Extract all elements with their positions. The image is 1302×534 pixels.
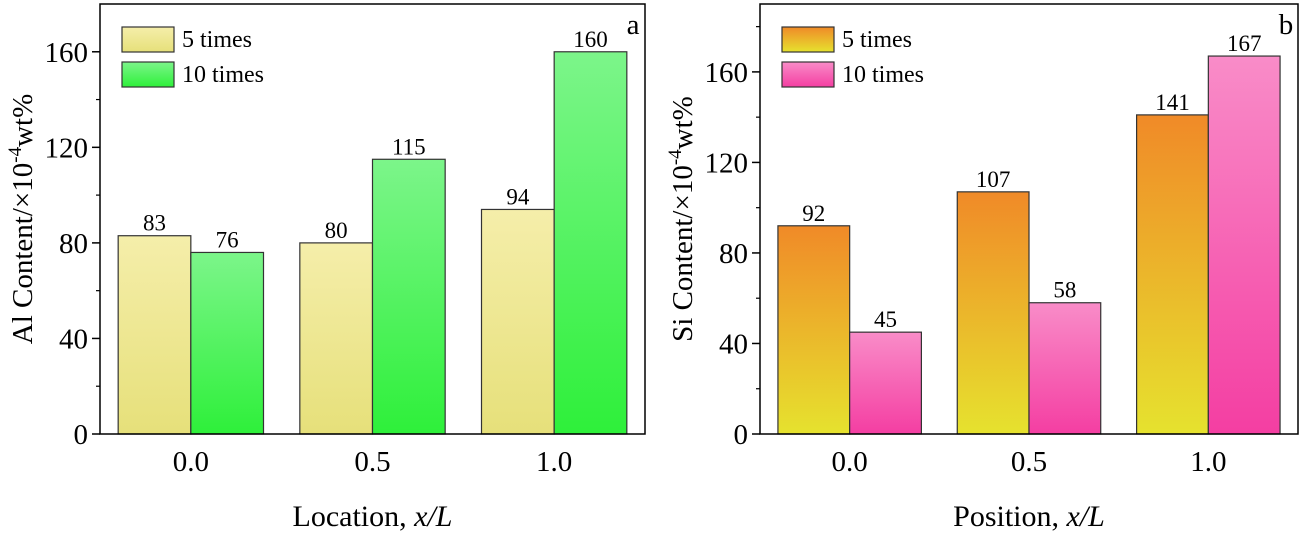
bar-b-s0-c2 [1135, 114, 1209, 435]
y-tick-label: 0 [734, 419, 749, 451]
data-label: 92 [802, 201, 825, 226]
legend-swatch [781, 26, 835, 53]
x-tick-label: 1.0 [536, 446, 572, 478]
x-axis-label-text: Position, [953, 500, 1066, 533]
bar-b-s1-c1 [1028, 302, 1102, 435]
y-tick-label: 80 [719, 238, 748, 270]
legend-swatch [121, 26, 175, 53]
chart-panel-a: 83 80 94 76 115 160 0 40 80 120 160 0.0 0.5 1.0 Locati… [5, 3, 646, 533]
bar-b-s1-c2 [1207, 55, 1281, 435]
y-axis-label-text: Si Content/×10 [667, 165, 699, 342]
x-axis: 0.0 0.5 1.0 [832, 446, 1227, 478]
legend-swatch [781, 61, 835, 88]
data-label: 58 [1053, 278, 1076, 303]
x-tick-label: 0.0 [173, 446, 209, 478]
y-axis-label: Al Content/×10-4wt% [5, 94, 39, 345]
bars: 83 80 94 76 115 160 [117, 27, 628, 435]
data-label: 167 [1227, 31, 1262, 56]
x-axis-label-variable: x/L [413, 500, 452, 533]
data-label: 45 [874, 307, 897, 332]
y-axis: 0 40 80 120 160 [45, 37, 100, 451]
bar-b-s0-c1 [956, 191, 1030, 435]
panel-label: a [627, 9, 640, 41]
legend-swatch [121, 61, 175, 88]
x-axis-label-variable: x/L [1066, 500, 1105, 533]
axes-frame [99, 3, 646, 435]
data-label: 160 [573, 27, 608, 52]
x-tick-label: 0.0 [832, 446, 868, 478]
x-axis-label: Location, x/L [293, 500, 453, 533]
bar-a-s0-c0 [117, 235, 192, 435]
legend-label: 10 times [182, 62, 264, 88]
panel-label: b [1279, 9, 1294, 41]
bar-a-s1-c2 [553, 51, 628, 435]
chart-panel-b: 92 107 141 45 58 167 0 40 80 120 160 0.0 0.5 1.0 Posit… [665, 3, 1299, 533]
legend: 5 times 10 times [121, 26, 264, 88]
data-label: 76 [216, 227, 239, 252]
y-tick-label: 120 [45, 132, 89, 164]
y-axis: 0 40 80 120 160 [705, 26, 760, 451]
data-label: 115 [392, 134, 426, 159]
bar-a-s1-c1 [371, 158, 446, 435]
y-axis-label-exponent: -4 [665, 149, 686, 165]
x-axis-label-text: Location, [293, 500, 415, 533]
y-axis-label-exponent: -4 [5, 146, 26, 162]
legend: 5 times 10 times [781, 26, 924, 88]
data-label: 80 [325, 218, 348, 243]
bar-a-s1-c0 [190, 251, 265, 435]
x-axis-label: Position, x/L [953, 500, 1105, 533]
x-tick-label: 1.0 [1190, 446, 1226, 478]
y-axis-label-unit: wt% [7, 94, 39, 147]
y-tick-label: 0 [74, 419, 89, 451]
y-tick-label: 160 [45, 37, 89, 69]
x-tick-label: 0.5 [354, 446, 390, 478]
x-tick-label: 0.5 [1011, 446, 1047, 478]
data-label: 94 [506, 184, 530, 209]
legend-label: 10 times [842, 62, 924, 88]
bars: 92 107 141 45 58 167 [777, 31, 1281, 435]
data-label: 107 [976, 167, 1011, 192]
y-tick-label: 120 [705, 147, 749, 179]
bar-b-s0-c0 [777, 225, 851, 435]
y-axis-label-unit: wt% [667, 96, 699, 149]
y-tick-label: 40 [719, 328, 748, 360]
y-axis-label: Si Content/×10-4wt% [665, 96, 699, 342]
y-tick-label: 80 [59, 228, 88, 260]
y-tick-label: 160 [705, 57, 749, 89]
bar-a-s0-c2 [480, 208, 555, 435]
y-axis-label-text: Al Content/×10 [7, 163, 39, 345]
data-label: 83 [143, 211, 166, 236]
y-tick-label: 40 [59, 323, 88, 355]
legend-label: 5 times [182, 27, 252, 53]
data-label: 141 [1155, 90, 1190, 115]
legend-label: 5 times [842, 27, 912, 53]
axes-frame [759, 3, 1299, 435]
x-axis: 0.0 0.5 1.0 [173, 446, 573, 478]
bar-b-s1-c0 [849, 331, 923, 435]
bar-a-s0-c1 [299, 242, 374, 435]
